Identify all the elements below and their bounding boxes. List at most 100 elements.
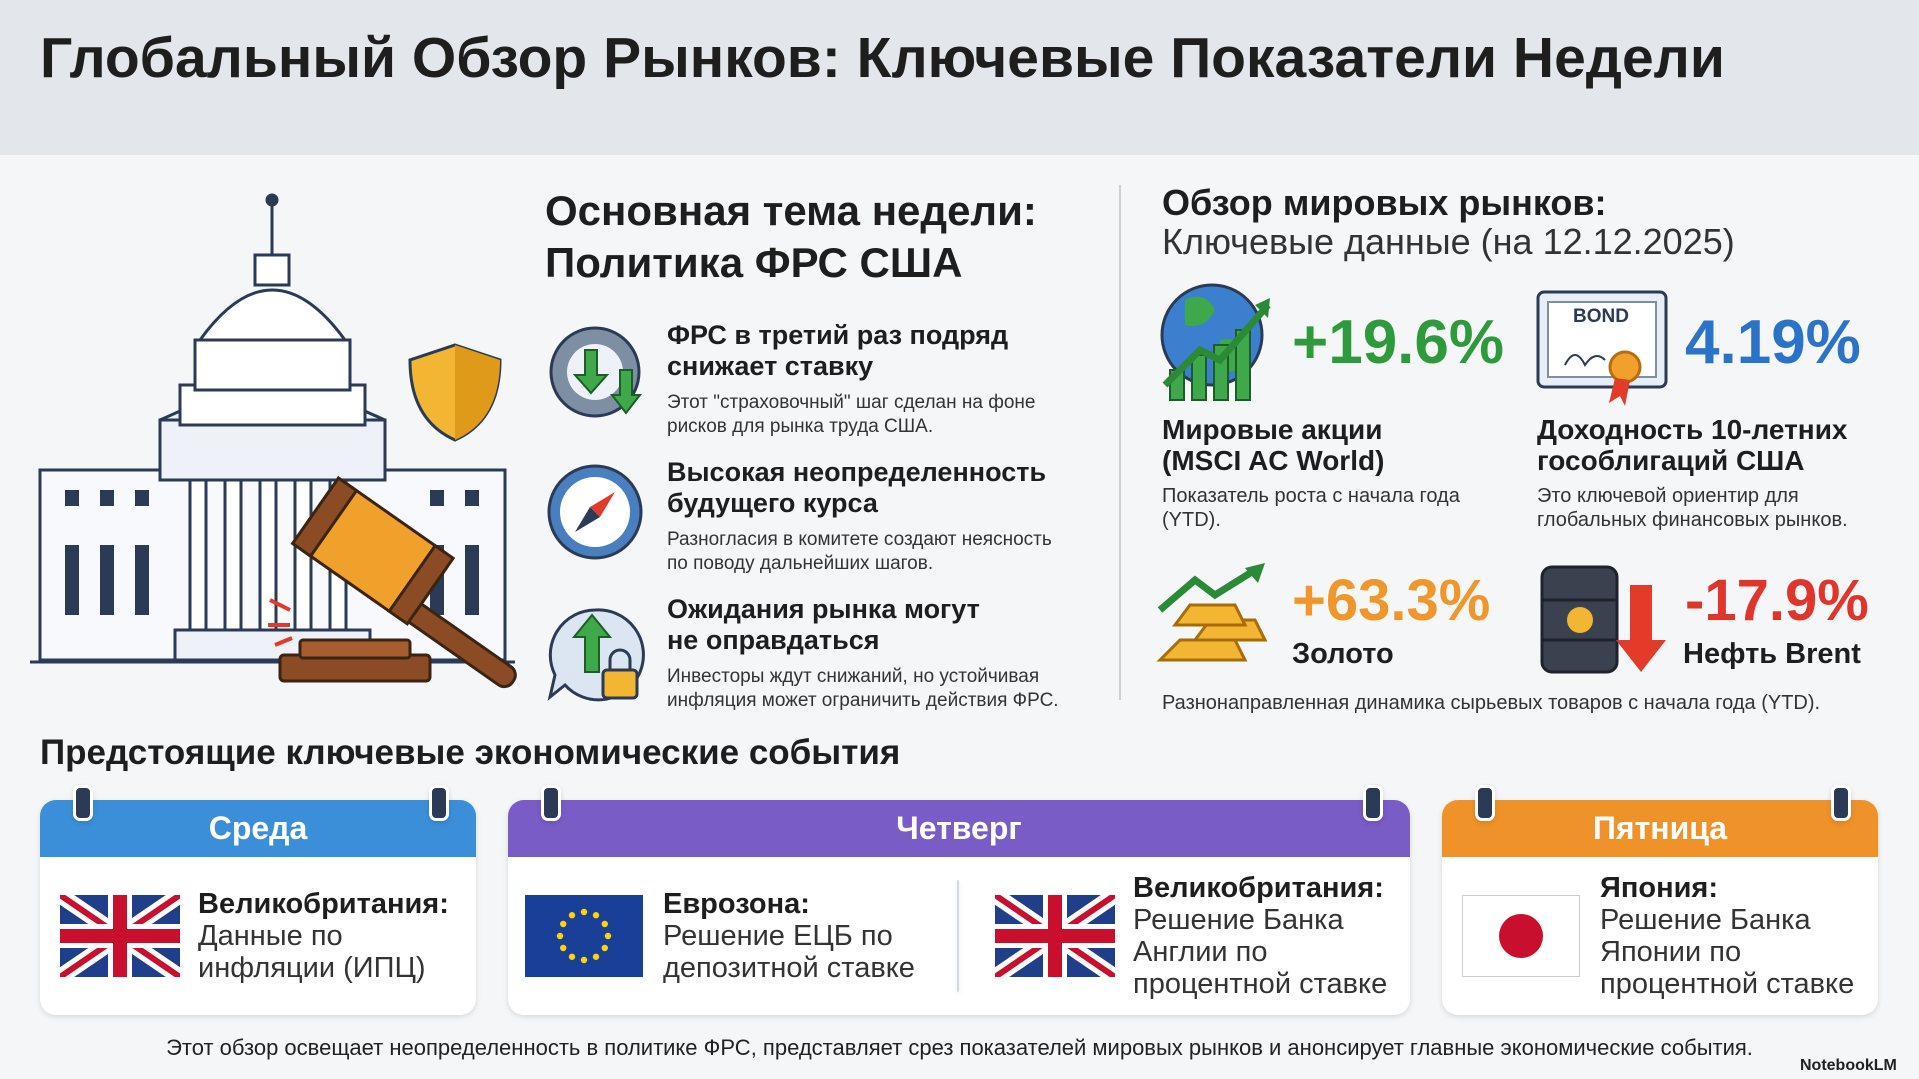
capitol-illustration-part-part [135,490,149,506]
theme-heading: Основная тема недели: [545,187,1037,234]
metric-label: Мировые акции [1162,414,1383,445]
calendar-ring [1831,785,1851,821]
flag-shape [580,908,588,916]
flag-shape [60,895,180,977]
gold-icon-part [1245,563,1265,583]
gear-icon-part [572,349,610,395]
capitol-illustration-part-part [465,490,479,506]
metric-label: Золото [1292,638,1394,670]
flag-shape [60,895,180,977]
flag-shape [568,912,576,919]
metric-value: 4.19% [1685,308,1861,377]
event-detail: Решение Банка [1600,904,1811,936]
event-detail: депозитной ставке [663,952,915,984]
flag-shape [592,953,600,960]
event-region: Великобритания: [198,888,449,920]
flag-shape [1462,895,1581,977]
capitol-illustration-part [178,383,367,427]
oil-icon-part [1616,585,1666,672]
metric-description: Показатель роста с начала года [1162,485,1460,507]
bond-icon-part [1609,378,1630,406]
theme-item-title: ФРС в третий раз подряд [667,320,1009,350]
theme-item-description: Этот "страховочный" шаг сделан на фоне [667,392,1036,413]
flag-shape [580,956,588,964]
calendar-ring [541,785,561,821]
gavel-icon-part-part [269,598,291,612]
expectation-icon-part [608,648,632,670]
event-card: Среда Великобритания: Данные по инфляции (И… [40,800,476,1015]
expectation-icon [547,608,645,702]
event-detail: Японии по [1600,936,1742,968]
flag-shape [560,944,567,952]
header-band [0,0,1919,155]
flag-shape [1499,914,1543,958]
flag [525,895,645,977]
gold-icon-part [1157,567,1257,613]
event-detail: Данные по [198,920,343,952]
metric-label: гособлигаций США [1537,445,1805,476]
gavel-icon-part-part [387,543,456,626]
flag-shape [592,912,600,919]
theme-item-title: Ожидания рынка могут [667,594,980,624]
gear-icon-part [609,369,643,415]
flag [60,895,180,977]
metric-description: глобальных финансовых рынков. [1537,509,1848,531]
event-divider [957,880,959,992]
capitol-illustration-part [173,628,372,662]
metric-value: +63.3% [1292,568,1491,633]
flag-shape [601,944,608,952]
event-card: Пятница Япония: Решение Банка Японии по проц… [1442,800,1878,1015]
flag-shape [604,932,612,940]
flag-shape [601,920,608,928]
metric-description: (YTD). [1162,509,1221,531]
globe-icon-part [1255,298,1270,318]
bond-icon [1536,290,1668,406]
event-region: Великобритания: [1133,872,1384,904]
event-card: Четверг Еврозона: Решение ЕЦБ по депозитной… [508,800,1410,1015]
gold-icon-part-part [1172,603,1248,627]
watermark: NotebookLM [1800,1057,1897,1074]
event-detail: инфляции (ИПЦ) [198,952,426,984]
gavel-icon-part [298,638,412,660]
globe-icon-part [1162,302,1271,388]
capitol-illustration-part [253,253,291,287]
footer: Этот обзор освещает неопределенность в п… [166,1035,1753,1060]
capitol-illustration-part-part [65,490,79,506]
theme-item-description: по поводу дальнейших шагов. [667,553,934,574]
gold-icon-part [1156,603,1268,662]
capitol-illustration-part [158,418,387,482]
theme-item-description: Разногласия в комитете создают неясность [667,529,1052,550]
flag-shape [995,895,1115,977]
globe-icon [1160,283,1271,401]
event-region: Еврозона: [663,888,810,920]
capitol-illustration-part-part [135,545,149,615]
bond-icon-part [1564,354,1606,367]
oil-icon [1540,565,1666,674]
shield-icon [408,343,502,442]
compass-icon [547,464,643,560]
capitol-illustration-part [193,338,352,392]
event-day: Четверг [508,800,1410,857]
compass-icon-part [590,492,615,517]
capitol-illustration-part [188,478,348,632]
theme-item-title: снижает ставку [667,351,874,381]
compass-letter: N [593,479,601,491]
calendar-ring [429,785,449,821]
compass-letter: S [593,533,601,545]
event-detail: Решение Банка [1133,904,1344,936]
capitol-illustration-part-part [65,545,79,615]
gavel-icon-part-part [274,636,293,647]
event-day: Пятница [1442,800,1878,857]
capitol-illustration-part-part [223,478,243,632]
metric-label: Доходность 10-летних [1537,414,1848,445]
theme-item-description: Инвесторы ждут снижаний, но устойчивая [667,666,1040,687]
bond-label: BOND [1573,306,1629,327]
markets-note: Разнонаправленная динамика сырьевых това… [1162,692,1821,714]
event-detail: Решение ЕЦБ по [663,920,893,952]
flag-shape [568,953,576,960]
markets-subheading: Ключевые данные (на 12.12.2025) [1162,221,1735,262]
capitol-illustration-part-part [465,545,479,615]
event-detail: процентной ставке [1133,968,1388,1000]
gavel-icon-part [268,598,293,647]
